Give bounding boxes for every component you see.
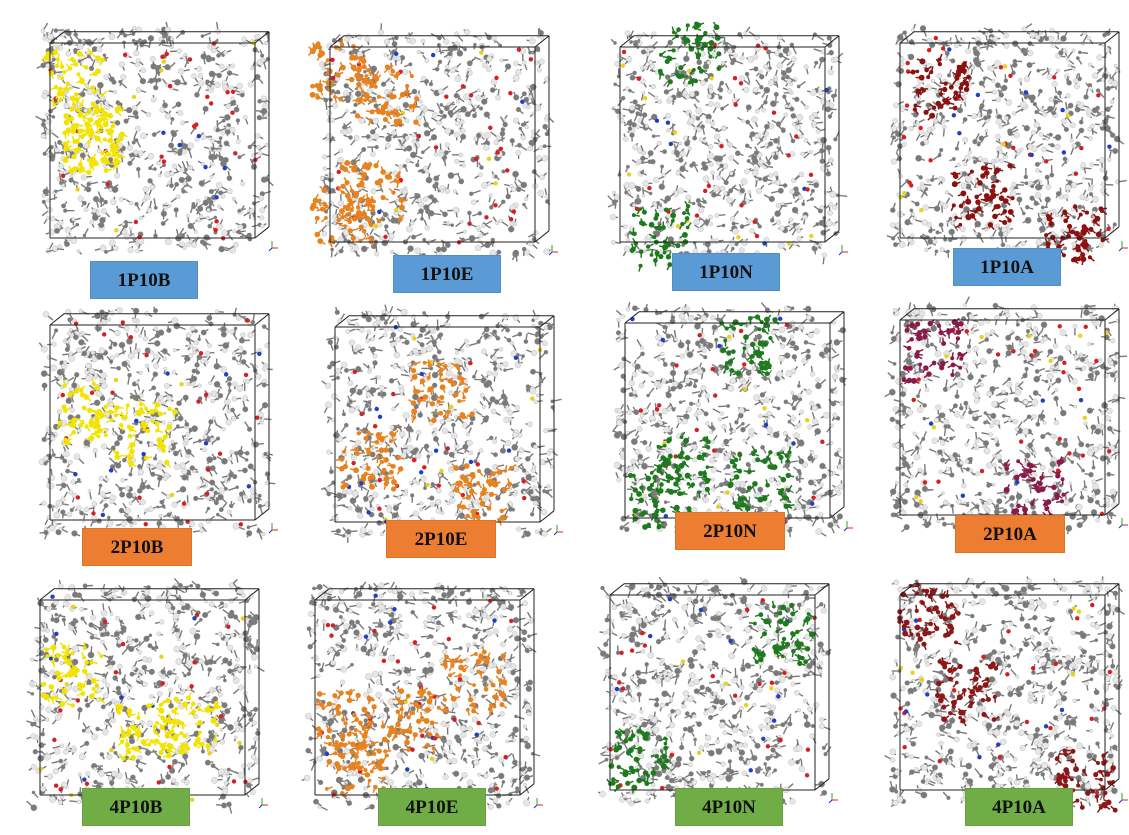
axes-triad-icon bbox=[839, 245, 848, 255]
axes-triad-icon bbox=[1119, 518, 1128, 528]
label-4P10N: 4P10N bbox=[675, 788, 783, 826]
label-1P10N: 1P10N bbox=[672, 253, 780, 291]
label-4P10A: 4P10A bbox=[965, 788, 1073, 826]
label-4P10B: 4P10B bbox=[82, 788, 190, 826]
simulation-cell bbox=[20, 290, 290, 560]
axes-triad-icon bbox=[554, 525, 563, 535]
axes-triad-icon bbox=[1119, 241, 1128, 251]
axes-triad-icon bbox=[844, 521, 853, 531]
additive-molecules bbox=[897, 583, 1118, 813]
polymer-atoms bbox=[36, 22, 274, 254]
molecular-box-2P10B bbox=[20, 290, 290, 560]
molecular-box-1P10B bbox=[20, 8, 290, 278]
simulation-cell bbox=[870, 8, 1129, 278]
polymer-atoms bbox=[885, 576, 1125, 807]
axes-triad-icon bbox=[1119, 793, 1128, 803]
label-2P10E: 2P10E bbox=[386, 520, 496, 558]
molecular-box-1P10N bbox=[590, 12, 860, 282]
label-1P10A: 1P10A bbox=[953, 248, 1061, 286]
axes-triad-icon bbox=[829, 793, 838, 803]
label-2P10A: 2P10A bbox=[955, 515, 1065, 553]
axes-triad-icon bbox=[259, 798, 268, 808]
molecular-box-1P10E bbox=[300, 12, 570, 282]
polymer-atoms bbox=[26, 578, 264, 813]
additive-molecules bbox=[57, 378, 178, 467]
molecular-box-1P10A bbox=[870, 8, 1129, 278]
label-1P10E: 1P10E bbox=[393, 255, 501, 293]
simulation-cell bbox=[590, 12, 860, 282]
simulation-cell bbox=[300, 12, 570, 282]
label-4P10E: 4P10E bbox=[378, 788, 486, 826]
polymer-atoms bbox=[321, 305, 562, 543]
axes-triad-icon bbox=[269, 523, 278, 533]
axes-triad-icon bbox=[534, 798, 543, 808]
polymer-atoms bbox=[608, 27, 847, 264]
polymer-atoms bbox=[612, 302, 846, 537]
axes-triad-icon bbox=[269, 241, 278, 251]
label-2P10B: 2P10B bbox=[82, 528, 192, 566]
simulation-cell bbox=[20, 8, 290, 278]
label-2P10N: 2P10N bbox=[675, 512, 785, 550]
